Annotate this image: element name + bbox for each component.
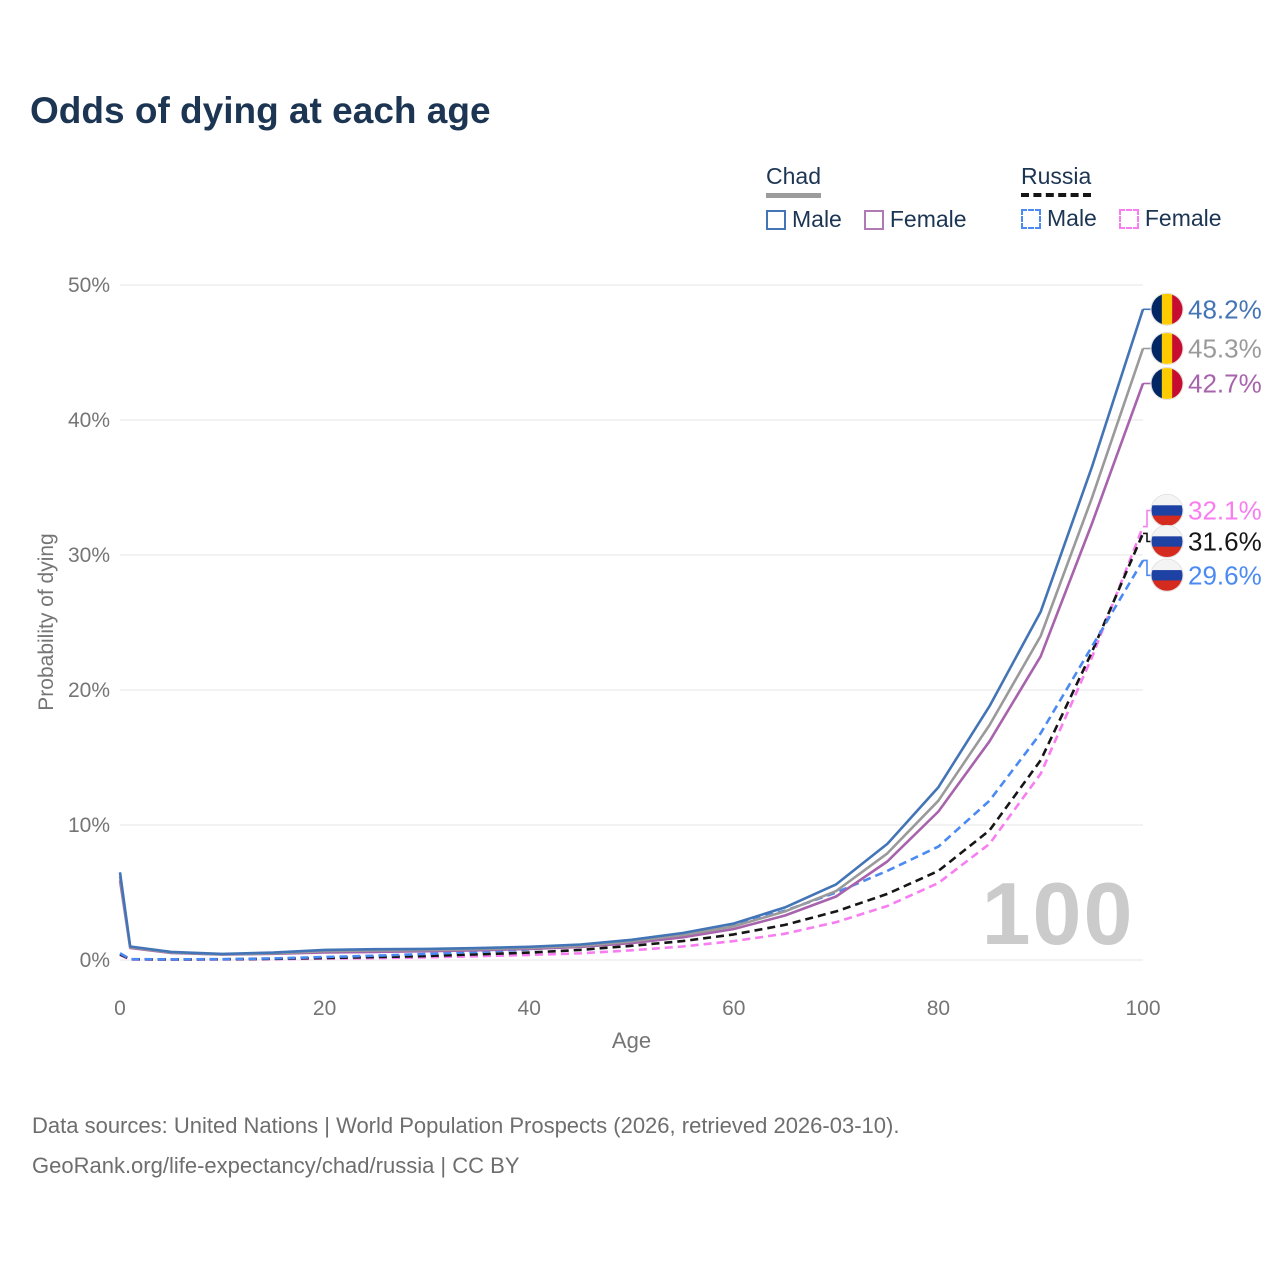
series-line-russia-all[interactable] [119,532,1145,961]
series-line-russia-male[interactable] [119,559,1145,961]
age-watermark: 100 [981,864,1135,963]
chad-flag-stripe [1172,368,1183,400]
legend-items-russia: Male Female [1021,205,1222,232]
chad-flag-stripe [1172,332,1183,364]
x-tick-label: 60 [722,997,745,1020]
x-tick-label: 80 [927,997,950,1020]
x-tick-label: 20 [313,997,336,1020]
series-line-chad-all[interactable] [118,348,1145,956]
legend-group-russia: Russia Male Female [1021,163,1222,232]
chad-female-swatch-icon [863,209,884,230]
footer-attribution-link[interactable]: GeoRank.org/life-expectancy/chad/russia … [32,1153,520,1179]
y-tick-label: 40% [68,409,110,432]
russia-female-swatch-icon [1118,208,1139,229]
legend-label: Male [1047,205,1097,231]
legend-header-chad: Chad [766,163,821,198]
russia-flag-stripe [1151,546,1183,557]
series-line-chad-male[interactable] [118,308,1145,956]
russia-male-swatch-icon [1021,208,1041,229]
russia-flag-stripe [1151,536,1183,548]
x-tick-label: 0 [114,997,126,1020]
chad-flag-stripe [1151,332,1163,364]
end-label-russia-female: 32.1% [1188,495,1262,525]
series-line-russia-female[interactable] [119,526,1145,961]
legend-item-chad-female[interactable]: Female [863,206,967,233]
russia-flag-stripe [1151,559,1183,571]
chad-flag-stripe [1151,368,1163,400]
legend-header-russia: Russia [1021,163,1092,197]
legend-label: Female [1144,205,1222,231]
chad-flag-stripe [1172,293,1183,325]
russia-flag-stripe [1151,505,1183,517]
russia-flag-stripe [1151,515,1183,526]
y-tick-label: 10% [68,814,110,837]
x-tick-label: 40 [518,997,541,1020]
legend-items-chad: Male Female [766,206,967,233]
y-tick-label: 0% [80,949,110,972]
legend-group-chad: Chad Male Female [766,163,967,233]
y-tick-label: 20% [68,679,110,702]
russia-flag-stripe [1151,526,1183,537]
legend-item-chad-male[interactable]: Male [766,206,842,233]
chad-flag-stripe [1151,293,1163,325]
y-tick-label: 30% [68,544,110,567]
chad-male-swatch-icon [766,209,786,230]
legend-item-russia-male[interactable]: Male [1021,205,1097,232]
russia-flag-stripe [1151,494,1183,506]
end-label-russia-all: 31.6% [1188,527,1262,557]
x-tick-label: 100 [1125,997,1160,1020]
end-label-chad-all: 45.3% [1188,333,1262,363]
label-connector-russia-female [1143,509,1152,528]
legend-label: Female [889,206,967,232]
chad-flag-stripe [1161,368,1173,400]
legend-label: Male [792,206,842,232]
end-label-chad-male: 48.2% [1188,294,1262,324]
end-label-russia-male: 29.6% [1188,560,1262,590]
x-axis-title: Age [612,1028,651,1053]
label-connector-russia-all [1143,532,1152,543]
y-tick-label: 50% [68,274,110,297]
chad-flag-stripe [1161,293,1173,325]
chad-flag-stripe [1161,332,1173,364]
footer: Data sources: United Nations | World Pop… [32,1106,899,1186]
russia-flag-stripe [1151,570,1183,581]
legend-item-russia-female[interactable]: Female [1118,205,1222,232]
page-title: Odds of dying at each age [30,90,491,131]
russia-flag-stripe [1151,580,1183,591]
end-label-chad-female: 42.7% [1188,369,1262,399]
series-line-chad-female[interactable] [118,383,1145,956]
label-connector-russia-male [1143,559,1152,577]
footer-data-sources: Data sources: United Nations | World Pop… [32,1113,900,1138]
